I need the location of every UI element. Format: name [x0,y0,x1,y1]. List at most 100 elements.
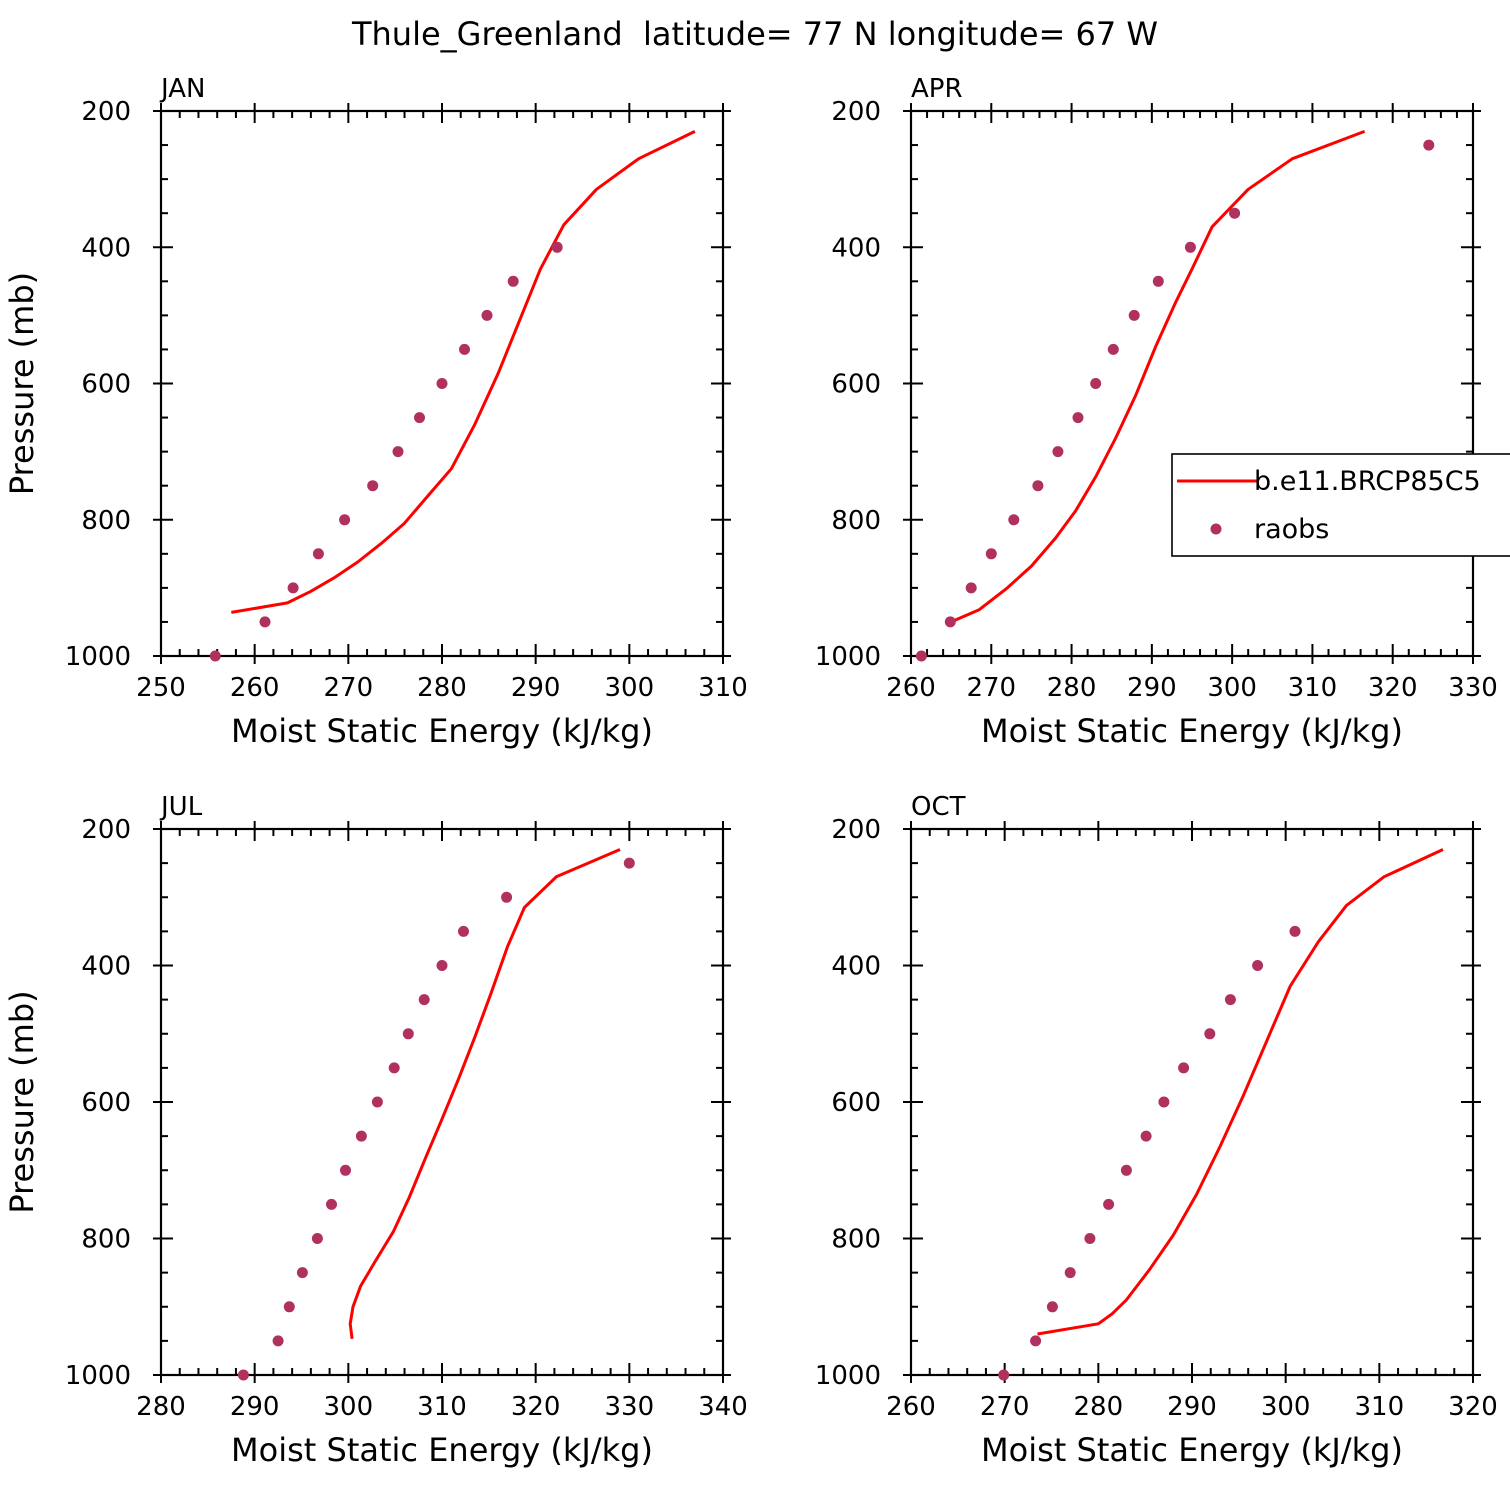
legend-obs-marker [1210,523,1222,535]
raobs-point [998,1369,1010,1381]
x-tick-label: 290 [1127,673,1177,703]
y-tick-label: 800 [81,506,131,536]
raobs-point [1158,1096,1170,1108]
raobs-point [458,925,469,937]
raobs-point [1052,446,1064,458]
x-axis-label: Moist Static Energy (kJ/kg) [231,1431,653,1469]
legend-box [1171,453,1510,557]
x-tick-label: 330 [605,1392,655,1422]
x-tick-label: 310 [1355,1392,1405,1422]
y-tick-label: 1000 [65,1361,131,1391]
y-tick-label: 200 [831,97,881,127]
panel-jul: JUL 280 290 300 310 320 330 340 200 400 600 800 1000… [3,792,748,1469]
x-tick-label: 260 [886,1392,936,1422]
panel-oct: OCT 260 270 280 290 300 310 320 200 400 600 800 1000… [815,792,1498,1469]
raobs-point [311,1233,323,1244]
raobs-point [326,1198,337,1210]
raobs-point [1184,241,1196,253]
x-axis-label: Moist Static Energy (kJ/kg) [981,1431,1403,1469]
model-line [231,130,696,614]
y-tick-label: 400 [81,952,131,982]
x-tick-label: 290 [230,1392,280,1422]
raobs-point [1107,343,1119,355]
y-tick-label: 400 [831,952,881,982]
raobs-point [915,650,927,662]
panel-title: JAN [159,74,205,104]
panels: JAN 250 260 270 280 290 300 310 200 400 600 800 1000… [3,74,1498,1469]
model-line [1037,848,1444,1336]
x-tick-label: 300 [1261,1392,1311,1422]
y-tick-label: 1000 [815,1361,881,1391]
y-tick-label: 600 [81,1088,131,1118]
x-tick-label: 310 [1288,673,1338,703]
model-line [348,848,621,1339]
raobs-point [501,891,513,903]
raobs-point [259,616,271,628]
x-tick-label: 250 [136,673,186,703]
raobs-point [944,616,956,628]
panel-apr: APR 260 270 280 290 300 310 320 330 200 400 600 800 1… [815,74,1498,750]
y-tick-label: 800 [81,1225,131,1255]
raobs-point [402,1028,414,1040]
plot-frame [909,827,1475,1377]
raobs-point [283,1301,295,1313]
raobs-point [1229,207,1241,219]
panel-jan: JAN 250 260 270 280 290 300 310 200 400 600 800 1000… [3,74,748,750]
raobs-point [551,241,563,253]
y-tick-label: 200 [81,815,131,845]
figure-title: Thule_Greenland latitude= 77 N longitude… [351,15,1158,53]
x-tick-label: 320 [511,1392,561,1422]
x-tick-label: 270 [966,673,1016,703]
plot-frame [159,827,725,1377]
raobs-point [392,446,404,458]
legend-obs-label: raobs [1254,514,1329,545]
y-axis-label: Pressure (mb) [3,272,41,495]
y-tick-label: 600 [81,370,131,400]
x-tick-label: 320 [1448,1392,1498,1422]
x-tick-label: 300 [1207,673,1257,703]
raobs-point [1008,514,1020,526]
x-tick-label: 270 [324,673,374,703]
raobs-point [237,1369,249,1381]
legend-model-label: b.e11.BRCP85C5 [1254,466,1481,497]
raobs-point [1128,309,1140,321]
raobs-point [296,1267,308,1279]
raobs-point [418,994,430,1006]
x-tick-label: 320 [1368,673,1418,703]
x-tick-label: 290 [511,673,561,703]
raobs-point [339,514,351,526]
x-tick-label: 260 [886,673,936,703]
raobs-point [436,378,448,389]
x-tick-label: 280 [136,1392,186,1422]
y-tick-label: 200 [831,815,881,845]
panel-title: JUL [159,792,203,822]
x-tick-label: 300 [324,1392,374,1422]
model-line [950,129,1366,624]
raobs-point [272,1335,284,1347]
x-tick-label: 340 [698,1392,748,1422]
raobs-point [1204,1028,1216,1040]
raobs-point [340,1164,351,1176]
raobs-point [388,1062,400,1074]
x-axis-label: Moist Static Energy (kJ/kg) [231,712,653,750]
raobs-point [507,275,519,287]
x-tick-label: 260 [230,673,280,703]
y-tick-label: 600 [831,370,881,400]
y-tick-label: 800 [831,1225,881,1255]
raobs-point [1103,1198,1115,1210]
raobs-point [623,857,635,869]
raobs-point [481,309,493,321]
x-axis-label: Moist Static Energy (kJ/kg) [981,712,1403,750]
raobs-point [287,582,299,594]
x-tick-label: 280 [1047,673,1097,703]
x-tick-label: 290 [1167,1392,1217,1422]
raobs-point [1120,1164,1132,1176]
raobs-point [965,582,977,594]
panel-title: OCT [911,792,966,822]
y-tick-label: 400 [831,233,881,263]
raobs-point [209,650,221,662]
x-tick-label: 330 [1448,673,1498,703]
raobs-point [414,412,425,424]
x-tick-label: 280 [417,673,467,703]
